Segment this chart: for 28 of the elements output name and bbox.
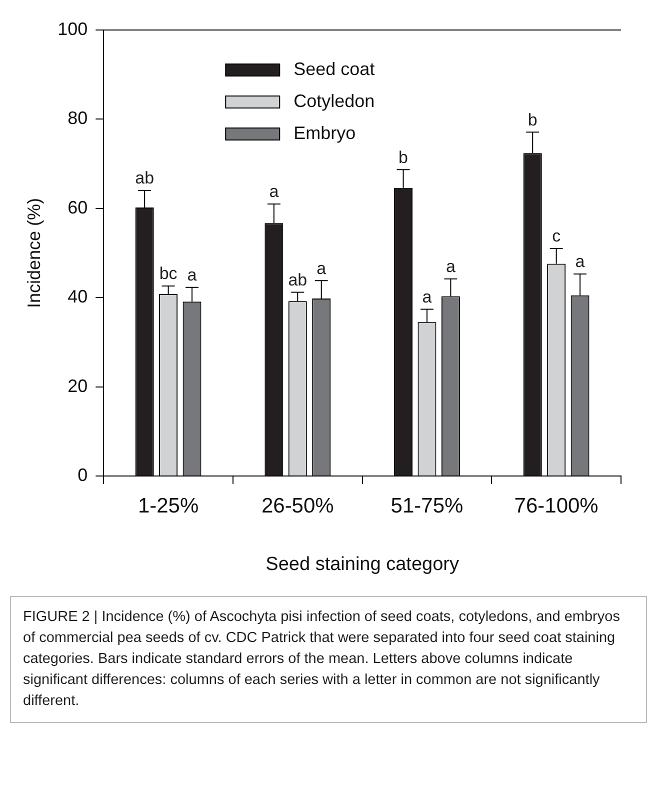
data-label: a xyxy=(269,182,280,202)
y-tick-label: 60 xyxy=(68,197,88,218)
y-tick-label: 40 xyxy=(68,286,88,307)
data-label: b xyxy=(398,148,408,167)
data-label: a xyxy=(422,287,432,306)
data-label: ab xyxy=(288,270,308,290)
x-tick-label: 1-25% xyxy=(138,494,199,518)
data-label: a xyxy=(187,266,198,285)
x-axis-title: Seed staining category xyxy=(266,554,460,575)
y-tick-label: 20 xyxy=(68,376,88,396)
x-tick-label: 51-75% xyxy=(390,494,464,518)
y-axis-title: Incidence (%) xyxy=(24,198,44,308)
data-label: a xyxy=(316,258,327,278)
x-tick-label: 26-50% xyxy=(261,494,334,518)
data-label: c xyxy=(552,226,562,246)
data-label: bc xyxy=(159,264,178,284)
legend-label: Cotyledon xyxy=(294,90,375,111)
x-tick-label: 76-100% xyxy=(514,494,598,518)
data-label: a xyxy=(575,252,586,272)
data-label: ab xyxy=(135,168,154,188)
data-label: b xyxy=(528,110,538,130)
caption: FIGURE 2 | Incidence (%) of Ascochyta pisi infection of seed coats, cotyledons, and embryos of commercial pea seeds of cv. CDC Patrick that were separated into four seed coat staining categories. Bars indicate standard errors of the mean. Letters above columns indicate significant differences: columns of each series with a letter in common are not significantly different. xyxy=(10,596,647,724)
data-label: a xyxy=(446,257,456,276)
y-tick-label: 80 xyxy=(68,108,88,128)
y-tick-label: 100 xyxy=(58,18,88,39)
legend-label: Seed coat xyxy=(294,58,375,79)
y-tick-label: 0 xyxy=(78,464,88,485)
legend-label: Embryo xyxy=(294,122,356,143)
